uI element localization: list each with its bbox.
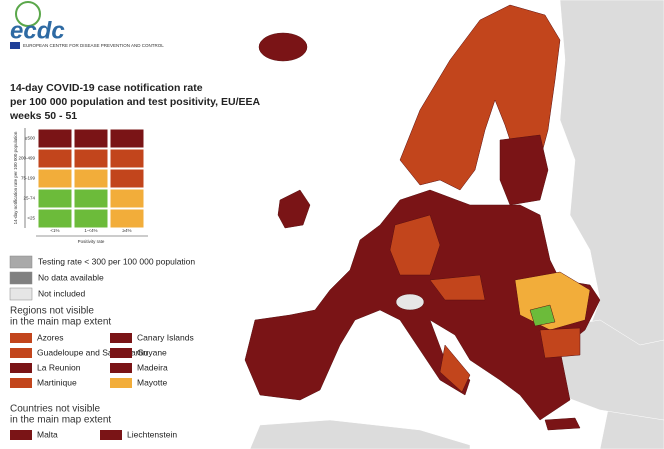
austria-region	[429, 274, 486, 301]
region-swatch	[10, 363, 32, 373]
column-label: <1%	[50, 228, 59, 233]
status-label: No data available	[38, 272, 104, 282]
country-swatch	[10, 430, 32, 440]
status-swatch	[9, 287, 33, 301]
region-swatch	[10, 348, 32, 358]
romania-green	[529, 304, 556, 327]
region-swatch	[110, 378, 132, 388]
region-swatch	[10, 378, 32, 388]
region-label: Azores	[37, 332, 63, 342]
regions-heading: Regions not visible	[10, 306, 94, 317]
logo-globe	[15, 1, 41, 27]
baltics	[499, 134, 549, 206]
status-swatch	[9, 271, 33, 285]
matrix-cell	[73, 208, 109, 229]
matrix-cell	[37, 168, 73, 189]
region-label: La Reunion	[37, 362, 81, 372]
matrix-cell	[109, 208, 145, 229]
iceland	[258, 32, 308, 62]
row-label: <25	[27, 216, 35, 221]
italy-south	[439, 344, 471, 393]
eu-flag	[10, 42, 20, 49]
country-swatch	[100, 430, 122, 440]
countries-heading: Countries not visible	[10, 404, 100, 415]
title-line: 14-day COVID-19 case notification rate	[10, 82, 203, 94]
logo: ecdc	[10, 17, 65, 44]
logo-subtitle: EUROPEAN CENTRE FOR DISEASE PREVENTION A…	[23, 43, 164, 48]
non-eu-land	[249, 419, 471, 449]
x-axis-label: Positivity rate	[78, 239, 105, 244]
bulgaria	[539, 327, 581, 359]
region-label: Guyane	[137, 347, 167, 357]
germany-region	[389, 214, 441, 276]
row-label: 200-499	[18, 156, 35, 161]
column-label: 1-<4%	[84, 228, 97, 233]
region-swatch	[10, 333, 32, 343]
region-label: Madeira	[137, 362, 168, 372]
regions-heading: in the main map extent	[10, 317, 111, 328]
matrix-cell	[37, 128, 73, 149]
region-label: Martinique	[37, 377, 77, 387]
countries-heading: in the main map extent	[10, 415, 111, 426]
title-line: weeks 50 - 51	[9, 110, 77, 122]
matrix-cell	[73, 188, 109, 209]
matrix-cell	[73, 148, 109, 169]
region-swatch	[110, 333, 132, 343]
status-swatch	[9, 255, 33, 269]
status-label: Not included	[38, 288, 86, 298]
title-line: per 100 000 population and test positivi…	[10, 96, 261, 108]
greece-islands	[544, 417, 581, 431]
country-label: Liechtenstein	[127, 429, 177, 439]
region-swatch	[110, 363, 132, 373]
switzerland	[395, 293, 425, 311]
region-label: Guadeloupe and Saint Martin	[37, 347, 148, 357]
row-label: 25-74	[23, 196, 35, 201]
matrix-cell	[109, 148, 145, 169]
region-swatch	[110, 348, 132, 358]
matrix-cell	[37, 208, 73, 229]
matrix-cell	[109, 188, 145, 209]
matrix-cell	[37, 148, 73, 169]
region-label: Mayotte	[137, 377, 168, 387]
column-label: ≥4%	[123, 228, 132, 233]
country-label: Malta	[37, 429, 58, 439]
status-label: Testing rate < 300 per 100 000 populatio…	[38, 256, 195, 266]
region-label: Canary Islands	[137, 332, 194, 342]
matrix-cell	[109, 128, 145, 149]
matrix-cell	[109, 168, 145, 189]
matrix-cell	[73, 128, 109, 149]
matrix-cell	[73, 168, 109, 189]
row-label: 75-199	[21, 176, 36, 181]
row-label: ≥500	[25, 136, 35, 141]
ireland	[277, 189, 311, 229]
map	[244, 0, 664, 449]
y-axis-label: 14-day notification rate per 100 000 pop…	[13, 131, 18, 224]
matrix-cell	[37, 188, 73, 209]
